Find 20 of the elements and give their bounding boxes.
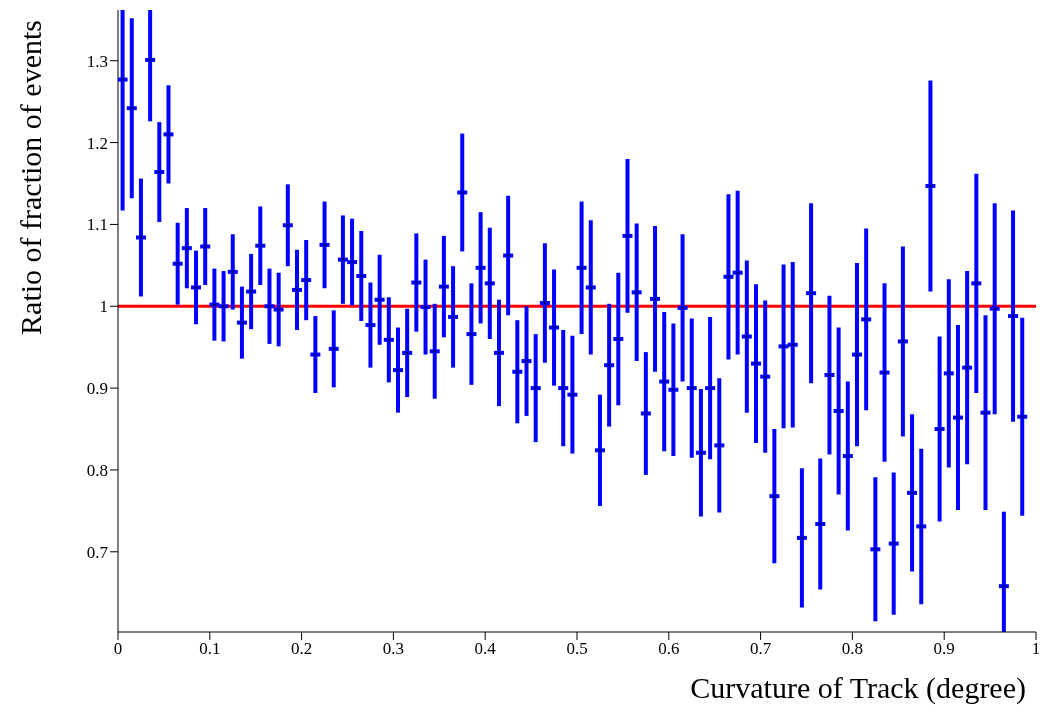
y-tick-label: 0.7 bbox=[86, 542, 109, 562]
x-tick-label: 1 bbox=[1031, 639, 1041, 659]
x-tick-label: 0.2 bbox=[290, 639, 313, 659]
x-tick-label: 0.8 bbox=[841, 639, 864, 659]
x-tick-label: 0.9 bbox=[933, 639, 955, 659]
x-tick-label: 0.6 bbox=[658, 639, 680, 659]
x-tick-label: 0.1 bbox=[199, 639, 221, 659]
y-tick-label: 1.1 bbox=[86, 215, 108, 235]
y-tick-label: 1.3 bbox=[86, 51, 108, 71]
y-axis-title: Ratio of fraction of events bbox=[13, 20, 47, 335]
y-tick-label: 0.9 bbox=[86, 379, 108, 399]
x-tick-label: 0 bbox=[113, 639, 123, 659]
x-tick-label: 0.5 bbox=[566, 639, 588, 659]
x-tick-label: 0.3 bbox=[382, 639, 405, 659]
y-tick-label: 1 bbox=[99, 297, 108, 317]
y-tick-label: 1.2 bbox=[86, 133, 108, 153]
x-tick-label: 0.7 bbox=[749, 639, 772, 659]
x-tick-label: 0.4 bbox=[474, 639, 497, 659]
y-tick-label: 0.8 bbox=[86, 460, 108, 480]
x-axis-title: Curvature of Track (degree) bbox=[690, 671, 1026, 705]
